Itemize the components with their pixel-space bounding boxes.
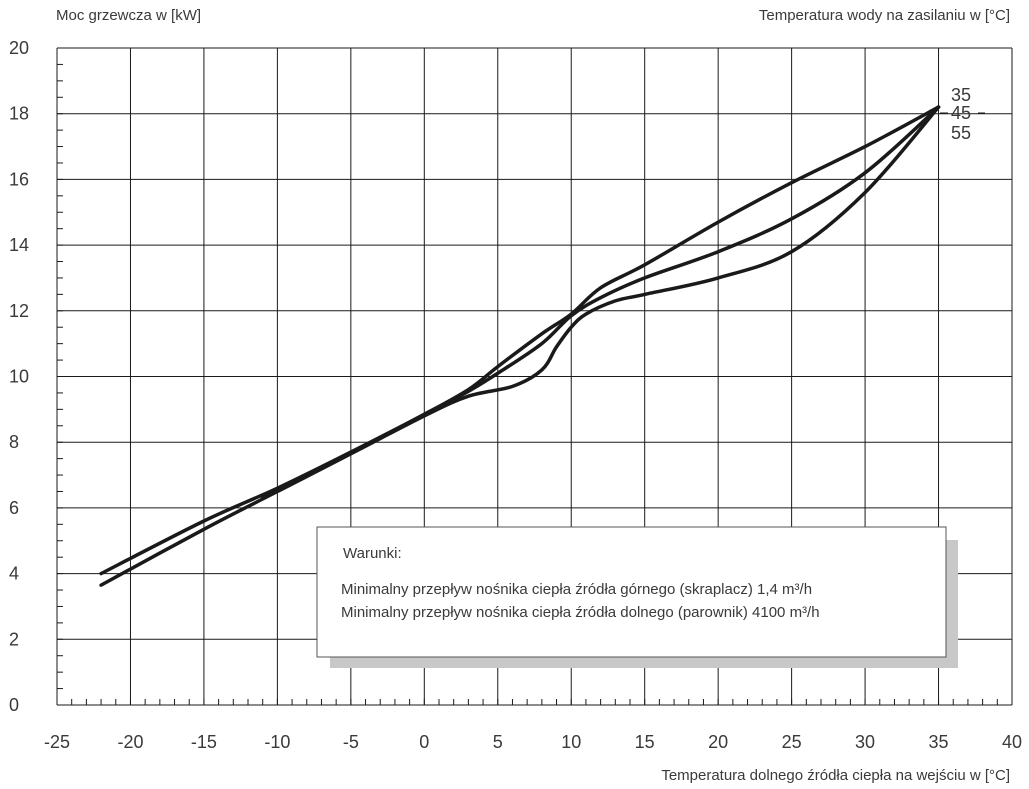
x-tick-label: -25 [44,732,70,752]
x-tick-label: 25 [782,732,802,752]
legend-line-2: Minimalny przepływ nośnika ciepła źródła… [341,604,820,621]
legend-box: Warunki: Minimalny przepływ nośnika ciep… [316,526,958,668]
y-tick-label: 18 [9,104,29,124]
x-axis-title: Temperatura dolnego źródła ciepła na wej… [661,767,1010,784]
curve-layer [99,105,941,587]
x-tick-label: 10 [561,732,581,752]
y-tick-label: 4 [9,564,19,584]
grid-layer [56,47,1013,706]
tick-labels: -25 -20 -15 -10 -5 0 5 10 15 20 25 30 35 40 0 2 4 6 8 10 12 1… [9,38,1022,752]
y-tick-label: 6 [9,498,19,518]
y-axis-title: Moc grzewcza w [kW] [56,7,201,24]
x-tick-label: 20 [708,732,728,752]
x-tick-label: 0 [419,732,429,752]
x-tick-label: -15 [191,732,217,752]
y-tick-label: 12 [9,301,29,321]
series-label-45: 45 [951,103,971,123]
y-tick-label: 14 [9,235,29,255]
x-tick-label: -10 [264,732,290,752]
x-tick-label: -20 [117,732,143,752]
y-tick-label: 2 [9,629,19,649]
series-line-45 [99,105,941,587]
series-label-55: 55 [951,123,971,143]
x-tick-label: 30 [855,732,875,752]
y-tick-label: 10 [9,367,29,387]
x-tick-label: 35 [929,732,949,752]
legend-title: Warunki: [343,545,402,562]
legend-frame [316,526,947,658]
x-tick-label: 5 [493,732,503,752]
y-tick-label: 0 [9,695,19,715]
y-tick-label: 20 [9,38,29,58]
series-line-35 [99,105,941,576]
x-tick-label: 40 [1002,732,1022,752]
x-tick-label: 15 [635,732,655,752]
y-tick-label: 8 [9,432,19,452]
series-line-55 [260,105,941,500]
series-end-labels: 35 45 55 [940,85,985,143]
series-title: Temperatura wody na zasilaniu w [°C] [759,7,1010,24]
legend-line-1: Minimalny przepływ nośnika ciepła źródła… [341,581,812,598]
series-label-35: 35 [951,85,971,105]
x-tick-label: -5 [343,732,359,752]
y-tick-label: 16 [9,169,29,189]
